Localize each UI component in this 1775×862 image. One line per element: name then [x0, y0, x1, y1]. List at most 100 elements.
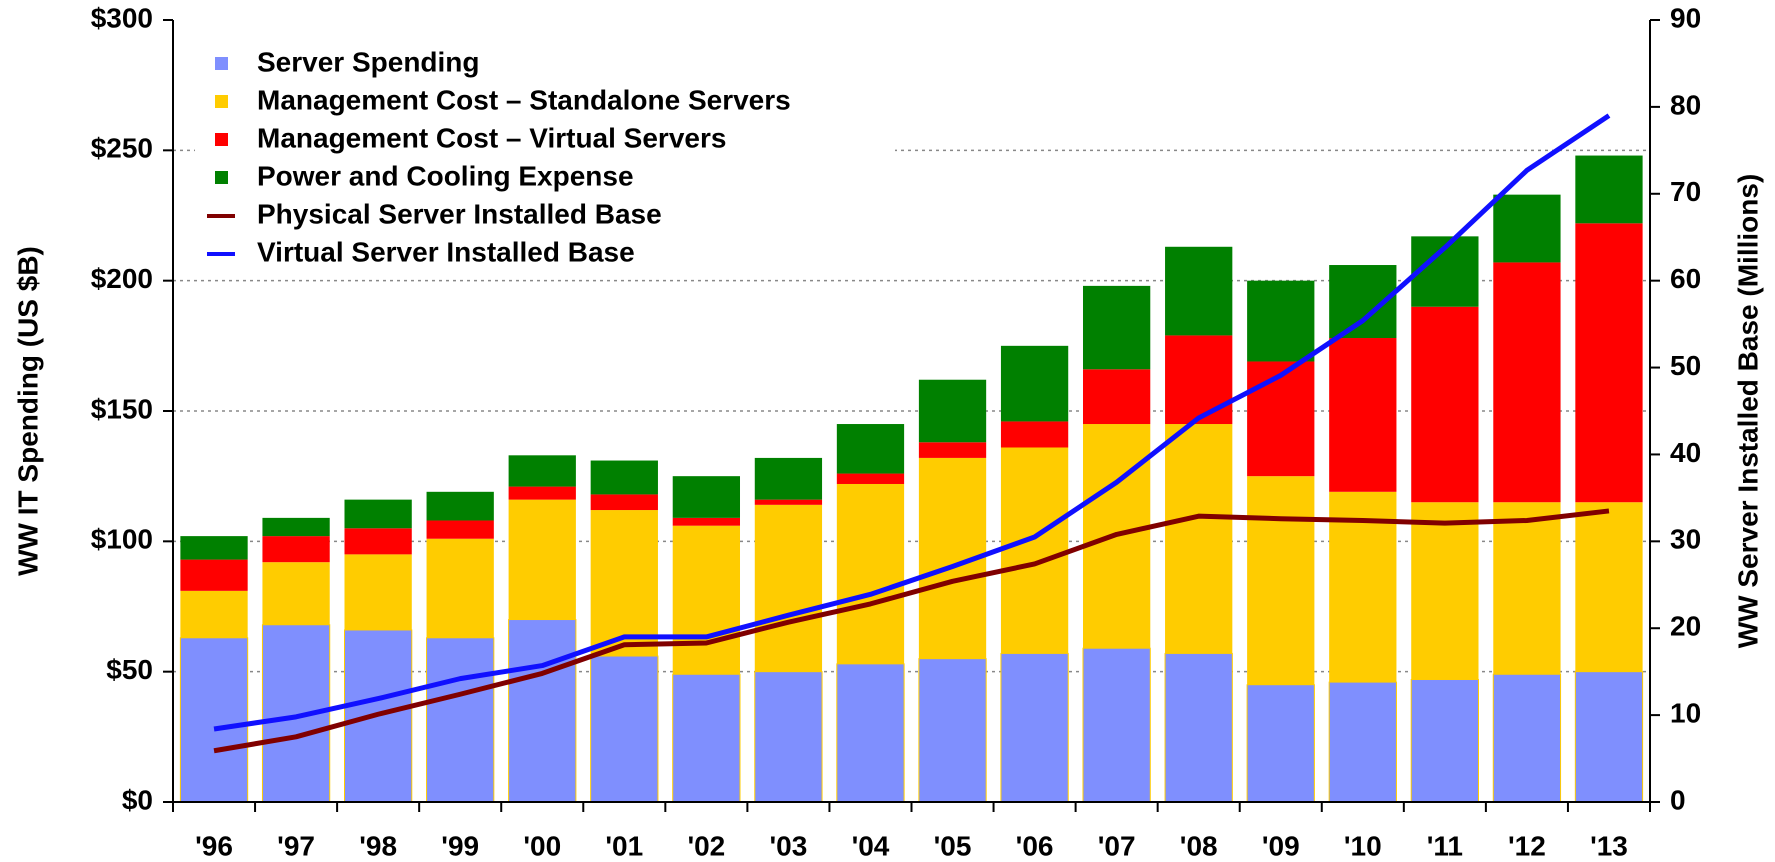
bar [1165, 424, 1233, 654]
bar [754, 499, 823, 505]
bar [836, 424, 905, 474]
bar [1492, 673, 1562, 803]
line [213, 508, 1610, 754]
bar [672, 517, 741, 526]
bar [590, 494, 658, 511]
bar [590, 460, 658, 495]
y-axis-label: WW IT Spending (US $B) [12, 246, 43, 576]
bar [1493, 502, 1561, 675]
x-tick-label: '99 [441, 830, 479, 861]
legend-swatch [215, 57, 228, 70]
x-tick-label: '07 [1098, 830, 1136, 861]
x-tick-label: '13 [1590, 830, 1628, 861]
bar [1000, 447, 1069, 654]
x-tick-label: '06 [1016, 830, 1054, 861]
bar [836, 663, 905, 803]
y-tick-label: $50 [106, 654, 153, 685]
x-tick-label: '10 [1344, 830, 1382, 861]
bar [1082, 285, 1151, 370]
bar [1493, 262, 1561, 503]
x-tick-label: '05 [934, 830, 972, 861]
y-tick-label: $200 [91, 263, 153, 294]
x-tick-label: '11 [1427, 830, 1463, 861]
x-tick-label: '98 [359, 830, 397, 861]
legend-swatch [215, 171, 228, 184]
bar [1000, 652, 1069, 803]
y2-tick-label: 90 [1670, 2, 1701, 33]
bar [344, 528, 412, 555]
bar [1575, 502, 1643, 672]
bar [1575, 223, 1643, 503]
bar [1247, 280, 1315, 362]
y-tick-label: $250 [91, 133, 153, 164]
legend-label: Power and Cooling Expense [257, 160, 634, 191]
y2-tick-label: 70 [1670, 176, 1701, 207]
y-tick-label: $0 [122, 784, 153, 815]
x-tick-label: '04 [852, 830, 890, 861]
y2-tick-label: 60 [1670, 263, 1701, 294]
bar [1411, 306, 1479, 503]
x-tick-label: '03 [770, 830, 808, 861]
x-tick-label: '08 [1180, 830, 1218, 861]
x-tick-label: '00 [523, 830, 561, 861]
bar [180, 559, 248, 591]
bar [426, 538, 494, 638]
y2-tick-label: 0 [1670, 784, 1686, 815]
y2-tick-label: 20 [1670, 611, 1701, 642]
y2-tick-label: 80 [1670, 89, 1701, 120]
bar [754, 504, 823, 672]
y-tick-label: $100 [91, 524, 153, 555]
legend-label: Server Spending [257, 46, 480, 77]
lines [213, 113, 1611, 754]
bar [754, 457, 823, 500]
y2-tick-label: 50 [1670, 350, 1701, 381]
bar [1247, 476, 1315, 685]
legend-label: Physical Server Installed Base [257, 198, 662, 229]
bar [1574, 671, 1644, 803]
bar [180, 590, 248, 638]
bar [918, 658, 987, 803]
legend-swatch [215, 95, 228, 108]
y2-tick-label: 40 [1670, 437, 1701, 468]
bar [1493, 194, 1561, 263]
bar [1411, 502, 1479, 680]
bar [344, 554, 412, 630]
bar [426, 491, 494, 521]
bar [1000, 345, 1069, 422]
bar [1575, 155, 1643, 224]
bar [508, 486, 576, 500]
bar [1164, 652, 1233, 803]
bar [672, 476, 741, 518]
x-tick-label: '01 [605, 830, 643, 861]
y2-tick-label: 30 [1670, 524, 1701, 555]
x-tick-label: '02 [687, 830, 725, 861]
bar [180, 536, 248, 560]
bar [426, 520, 494, 539]
bar [672, 525, 741, 675]
bar [1082, 369, 1151, 425]
bar [262, 536, 330, 563]
bar [836, 473, 905, 484]
bar [262, 562, 330, 625]
bar [508, 499, 576, 620]
bar [1082, 647, 1151, 803]
bar [1410, 678, 1480, 803]
x-tick-label: '12 [1508, 830, 1546, 861]
bar [344, 499, 412, 529]
bar [508, 619, 577, 803]
bars [179, 155, 1644, 803]
bar [508, 455, 576, 487]
legend-label: Management Cost – Standalone Servers [257, 84, 791, 115]
bar [1000, 421, 1069, 448]
bar [1165, 246, 1233, 336]
bar [1165, 335, 1233, 425]
legend: Server Spending Management Cost – Standal… [195, 39, 895, 279]
bar [1328, 681, 1397, 803]
y2-tick-label: 10 [1670, 698, 1701, 729]
x-tick-label: '96 [195, 830, 233, 861]
axes: $0 $50 $100 $150 $200 $250 $300 0 10 20 30 40 50 60 70… [91, 2, 1701, 861]
y-tick-label: $300 [91, 2, 153, 33]
legend-label: Virtual Server Installed Base [257, 236, 635, 267]
